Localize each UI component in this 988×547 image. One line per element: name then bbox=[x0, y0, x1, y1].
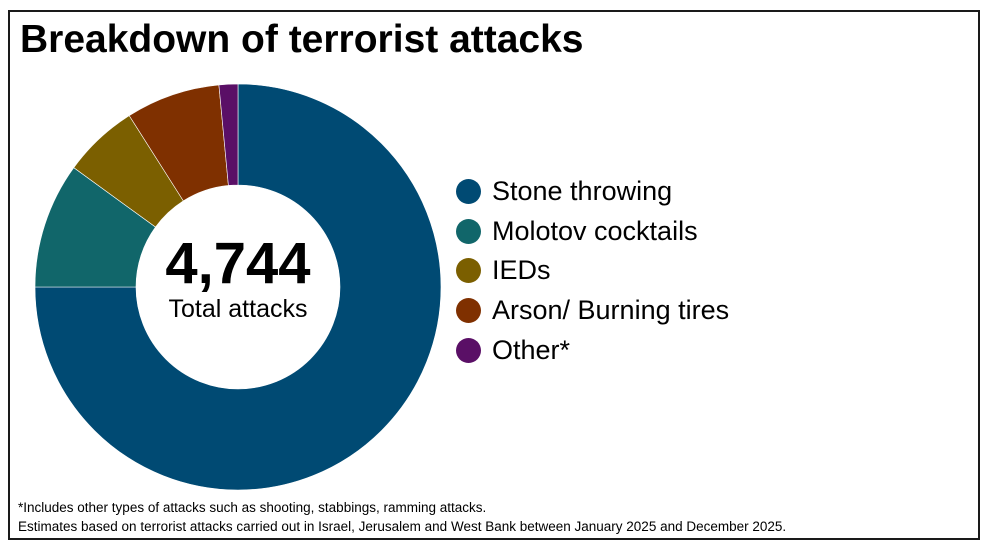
legend-item-ieds: IEDs bbox=[456, 251, 729, 291]
legend-label: Stone throwing bbox=[492, 176, 673, 207]
legend-item-stone-throwing: Stone throwing bbox=[456, 172, 729, 212]
donut-chart bbox=[34, 83, 442, 491]
legend-label: IEDs bbox=[492, 255, 551, 286]
legend: Stone throwing Molotov cocktails IEDs Ar… bbox=[456, 172, 729, 370]
footnote-estimates: Estimates based on terrorist attacks car… bbox=[18, 519, 787, 534]
chart-frame: Breakdown of terrorist attacks 4,744 Tot… bbox=[8, 10, 980, 540]
legend-swatch bbox=[456, 218, 481, 244]
chart-title: Breakdown of terrorist attacks bbox=[20, 18, 584, 61]
legend-swatch bbox=[456, 298, 481, 324]
legend-item-arson: Arson/ Burning tires bbox=[456, 291, 729, 331]
total-attacks-value: 4,744 bbox=[165, 231, 311, 296]
total-attacks-label: Total attacks bbox=[168, 295, 308, 323]
donut-slice-other bbox=[218, 83, 239, 186]
donut-slice-stone-throwing bbox=[34, 83, 442, 491]
legend-swatch bbox=[456, 179, 481, 205]
legend-swatch bbox=[456, 258, 481, 284]
footnote-other-types: *Includes other types of attacks such as… bbox=[18, 500, 487, 515]
legend-label: Arson/ Burning tires bbox=[492, 295, 730, 326]
legend-label: Molotov cocktails bbox=[492, 215, 698, 246]
legend-swatch bbox=[456, 337, 481, 363]
legend-label: Other* bbox=[492, 334, 571, 365]
donut-slices bbox=[34, 83, 442, 491]
legend-item-molotov-cocktails: Molotov cocktails bbox=[456, 212, 729, 252]
legend-item-other: Other* bbox=[456, 330, 729, 370]
